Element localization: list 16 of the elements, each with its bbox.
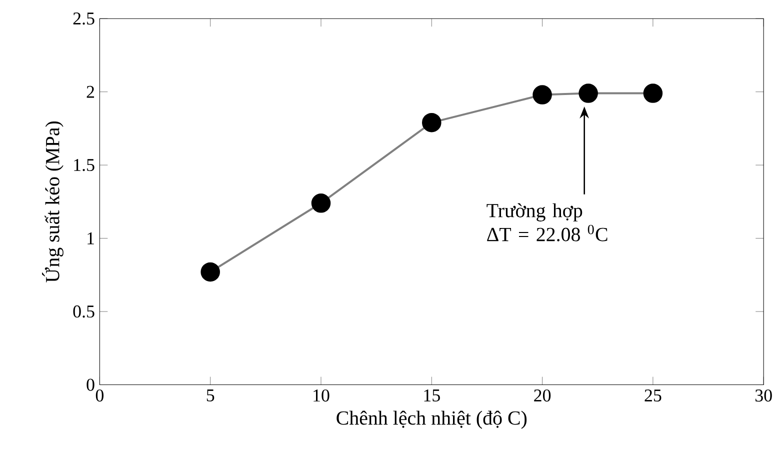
x-tick-label: 0 [96,390,104,402]
y-tick-label: 0.5 [73,306,94,318]
y-tick-label: 1.5 [74,159,94,172]
y-tick-label: 1 [88,232,94,244]
y-tick-label: 2 [86,86,94,98]
annotation: Trường hợp ΔT = 22.08 $^{0}$C [486,204,608,242]
y-tick-label: 2.5 [73,12,94,25]
x-axis-title: Chênh lệch nhiệt (độ C) [336,410,527,430]
y-axis-title: Ứng suất kéo (MPa) [42,122,64,283]
x-tick-label: 30 [755,390,772,402]
x-tick-label: 15 [424,390,440,402]
x-tick-label: 20 [534,390,551,402]
x-tick-label: 25 [644,390,662,402]
x-tick-label: 10 [314,390,330,402]
y-tick-label: 0 [86,378,94,392]
x-tick-label: 5 [206,390,214,402]
